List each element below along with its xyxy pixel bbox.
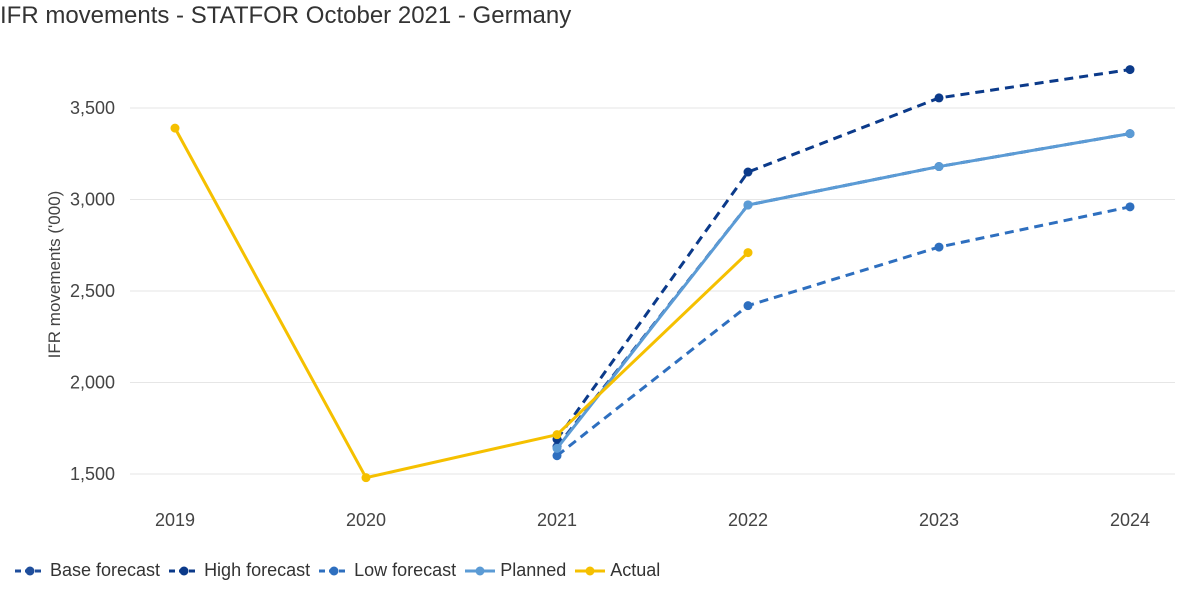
series-actual (170, 123, 753, 483)
legend-label: Planned (500, 560, 567, 580)
data-point-planned[interactable] (552, 443, 562, 453)
data-point-actual[interactable] (552, 430, 562, 440)
y-tick-label: 2,500 (70, 281, 115, 301)
series-base-forecast (552, 129, 1135, 452)
chart-legend: Base forecast High forecast Low forecast Pl… (14, 560, 668, 581)
data-point-actual[interactable] (170, 123, 180, 133)
data-point-low-forecast[interactable] (552, 451, 562, 461)
data-point-high-forecast[interactable] (743, 167, 753, 177)
y-tick-label: 3,000 (70, 190, 115, 210)
chart-title: IFR movements - STATFOR October 2021 - G… (0, 2, 572, 29)
legend-swatch-icon (169, 566, 200, 575)
series-line-actual (173, 127, 750, 480)
data-point-low-forecast[interactable] (1125, 202, 1135, 212)
legend-swatch-icon (319, 566, 350, 575)
legend-swatch-icon (465, 566, 496, 575)
series-line-low-forecast (556, 205, 1131, 457)
data-point-low-forecast[interactable] (743, 301, 753, 311)
series-line-planned (555, 132, 1131, 450)
x-tick-label: 2024 (1110, 510, 1150, 530)
x-axis-tick-labels: 2019 2020 2021 2022 2023 2024 (155, 510, 1150, 530)
gridlines (130, 107, 1175, 475)
data-point-high-forecast[interactable] (934, 93, 944, 103)
legend-label: Actual (610, 560, 661, 580)
legend-label: Low forecast (354, 560, 457, 580)
y-tick-label: 3,500 (70, 98, 115, 118)
x-tick-label: 2019 (155, 510, 195, 530)
y-tick-label: 2,000 (70, 373, 115, 393)
legend-item-high-forecast[interactable]: High forecast (168, 560, 310, 581)
data-point-actual[interactable] (743, 248, 753, 258)
data-point-planned[interactable] (1125, 129, 1135, 139)
legend-swatch-icon (575, 566, 606, 575)
legend-item-low-forecast[interactable]: Low forecast (318, 560, 456, 581)
x-tick-label: 2020 (346, 510, 386, 530)
data-point-high-forecast[interactable] (1125, 65, 1135, 75)
legend-swatch-icon (15, 566, 45, 575)
data-point-actual[interactable] (361, 473, 371, 483)
x-tick-label: 2021 (537, 510, 577, 530)
series-planned (552, 129, 1135, 453)
x-tick-label: 2023 (919, 510, 959, 530)
y-tick-label: 1,500 (70, 464, 115, 484)
series-low-forecast (552, 202, 1135, 461)
legend-item-actual[interactable]: Actual (574, 560, 660, 581)
series-lines (170, 65, 1135, 483)
data-point-planned[interactable] (743, 200, 753, 210)
series-line-high-forecast (555, 68, 1131, 441)
legend-item-base-forecast[interactable]: Base forecast (14, 560, 160, 581)
y-axis-title: IFR movements ('000) (45, 191, 64, 359)
series-high-forecast (552, 65, 1135, 444)
data-point-low-forecast[interactable] (934, 242, 944, 252)
legend-label: Base forecast (50, 560, 161, 580)
y-axis-tick-labels: 1,500 2,000 2,500 3,000 3,500 (70, 98, 115, 484)
data-point-planned[interactable] (934, 162, 944, 172)
series-line-base-forecast (555, 132, 1131, 448)
legend-label: High forecast (204, 560, 311, 580)
legend-item-planned[interactable]: Planned (464, 560, 566, 581)
x-tick-label: 2022 (728, 510, 768, 530)
